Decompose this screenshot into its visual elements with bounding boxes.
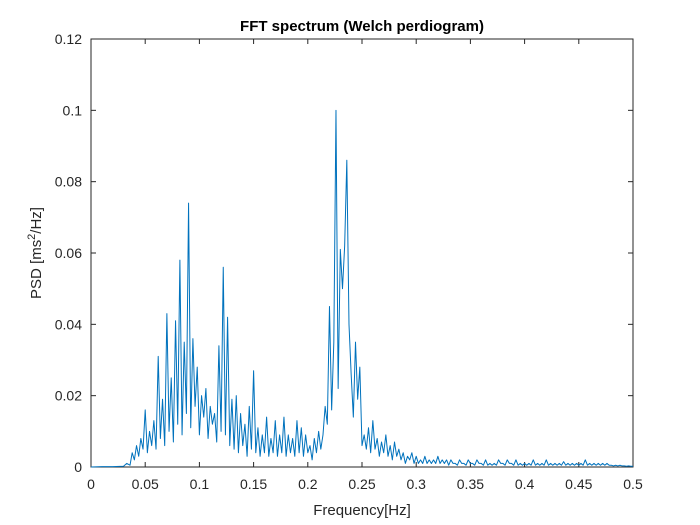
series-layer [90, 109, 633, 468]
x-tick-label: 0.25 [348, 476, 375, 492]
y-axis-label-prefix: PSD [ms [28, 240, 45, 299]
x-tick-label: 0.45 [565, 476, 592, 492]
y-tick-label: 0.04 [55, 316, 82, 332]
x-tick-label: 0.5 [623, 476, 643, 492]
x-tick-label: 0.05 [132, 476, 159, 492]
x-tick-label: 0.1 [190, 476, 210, 492]
y-tick-label: 0.1 [63, 102, 83, 118]
x-tick-label: 0 [87, 476, 95, 492]
y-axis-label-superscript: 2 [26, 234, 38, 240]
chart-title: FFT spectrum (Welch perdiogram) [240, 18, 484, 35]
x-tick-label: 0.3 [406, 476, 426, 492]
y-tick-label: 0.12 [55, 31, 82, 47]
y-tick-label: 0.02 [55, 388, 82, 404]
x-axis-label: Frequency[Hz] [313, 502, 411, 519]
x-tick-label: 0.2 [298, 476, 318, 492]
x-tick-label: 0.35 [457, 476, 484, 492]
y-tick-label: 0.06 [55, 245, 82, 261]
x-tick-label: 0.15 [240, 476, 267, 492]
x-tick-label: 0.4 [515, 476, 535, 492]
x-axis: 0 0.05 0.1 0.15 0.2 0.25 0.3 0.35 0.4 0.45 0.5 [87, 39, 643, 492]
y-axis-label-suffix: /Hz] [28, 207, 45, 234]
y-axis-label: PSD [ms2/Hz] [26, 207, 45, 299]
y-tick-label: 0.08 [55, 174, 82, 190]
y-axis: 0 0.02 0.04 0.06 0.08 0.1 0.12 [55, 31, 633, 475]
y-tick-label: 0 [74, 459, 82, 475]
psd-series-line [90, 109, 633, 468]
